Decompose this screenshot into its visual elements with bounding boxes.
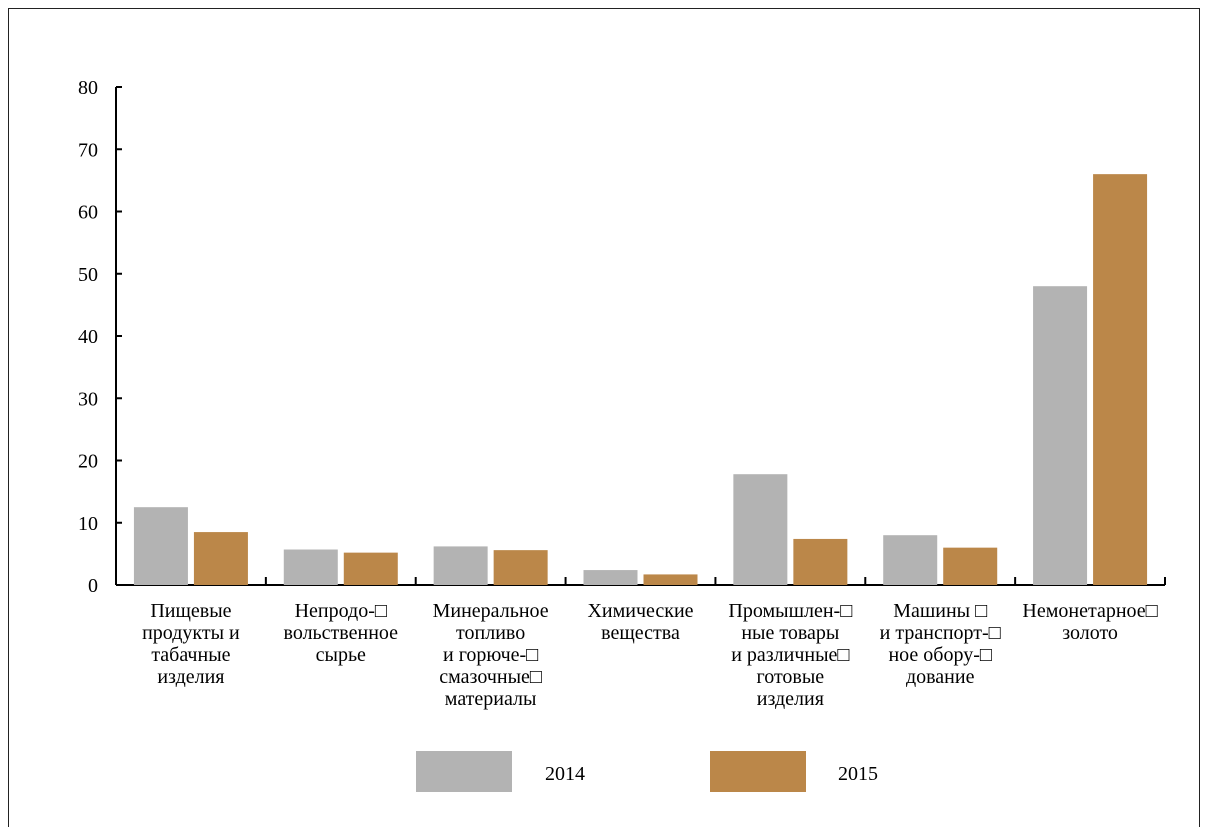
bar-2014-5 [883,535,938,585]
y-tick-label: 70 [78,139,98,161]
category-label: Минеральное топливо и горюче-□ смазочные□ ма… [433,600,549,710]
legend: 2014 2015 [416,751,878,792]
category-label: Химические вещества [587,600,693,644]
legend-label-2015: 2015 [838,763,878,785]
bar-2015-2 [493,550,548,585]
category-label: Пищевые продукты и табачные изделия [142,600,240,688]
bar-2014-6 [1033,286,1088,585]
y-tick-label: 20 [78,451,98,473]
y-tick-label: 10 [78,513,98,535]
y-tick-label: 30 [78,388,98,410]
category-label: Машины □ и транспорт-□ ное обору-□ дование [880,600,1001,688]
category-labels: Пищевые продукты и табачные изделия Непродо-… [142,600,1158,710]
bar-2015-4 [793,538,848,585]
bar-2015-5 [943,547,998,585]
y-tick-label: 80 [78,77,98,99]
bar-2015-6 [1093,174,1148,585]
category-label: Немонетарное□ золото [1022,600,1157,644]
bar-2014-4 [733,474,788,585]
bar-2014-3 [583,570,638,585]
bar-2014-1 [283,549,338,585]
y-tick-label: 0 [88,575,98,597]
category-label: Непродо-□ вольственное сырье [284,600,399,666]
category-label: Промышлен-□ ные товары и различные□ готовые… [728,600,852,710]
legend-swatch-2014 [416,751,512,792]
bar-2015-3 [643,574,698,585]
y-tick-label: 60 [78,202,98,224]
bar-2015-0 [193,532,248,585]
bars [133,174,1148,585]
legend-swatch-2015 [710,751,806,792]
bar-2015-1 [343,552,398,585]
bar-2014-0 [133,507,188,585]
legend-label-2014: 2014 [545,763,585,785]
chart-frame [8,8,1200,827]
y-tick-label: 40 [78,326,98,348]
axes: 0 10 20 30 40 50 60 70 80 [78,77,1166,597]
y-tick-label: 50 [78,264,98,286]
bar-2014-2 [433,546,488,585]
